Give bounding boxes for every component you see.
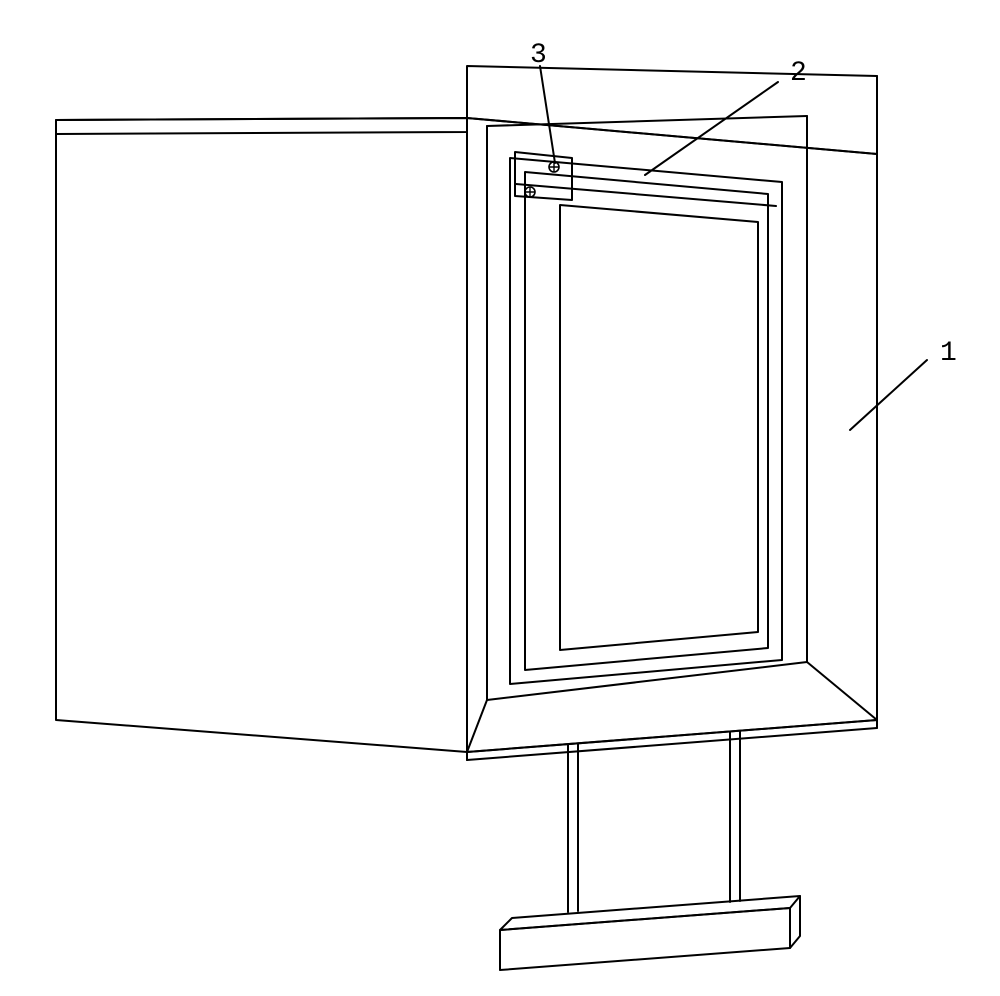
callout-label-1: 1 — [940, 338, 957, 369]
callout-label-2: 2 — [790, 58, 807, 89]
inner-panel — [510, 158, 782, 684]
callout-label-3: 3 — [530, 40, 547, 71]
stand — [500, 731, 800, 970]
callouts: 1 2 3 — [530, 40, 957, 430]
technical-drawing: 1 2 3 — [0, 0, 1000, 996]
open-door — [56, 118, 467, 752]
